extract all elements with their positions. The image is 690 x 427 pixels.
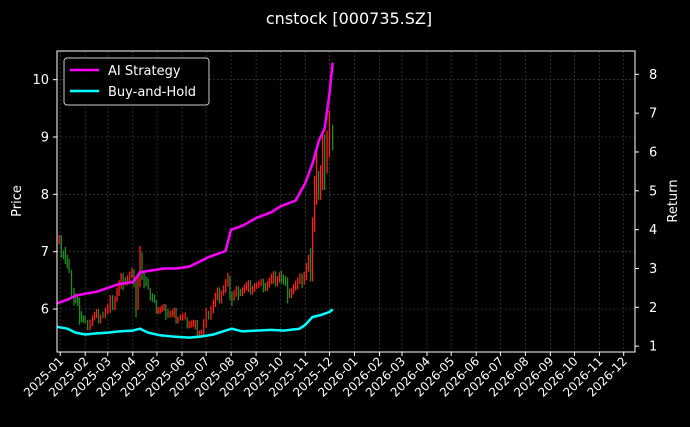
grid <box>57 51 635 352</box>
y-left-tick-label: 9 <box>41 131 49 146</box>
plot-frame <box>56 50 636 353</box>
y-right-tick-label: 7 <box>649 107 657 122</box>
legend: AI Strategy Buy-and-Hold <box>63 57 210 106</box>
y-right-tick-label: 5 <box>649 184 657 199</box>
price-series <box>58 110 334 338</box>
ai-strategy-line <box>56 62 334 305</box>
legend-label-buy-and-hold: Buy-and-Hold <box>108 85 196 100</box>
y-right-tick-label: 6 <box>649 145 657 160</box>
chart-title: cnstock [000735.SZ] <box>266 9 432 28</box>
y-axis-right: 1 2 3 4 5 6 7 8 <box>635 68 657 355</box>
y-left-tick-label: 8 <box>41 188 49 203</box>
legend-label-ai-strategy: AI Strategy <box>108 64 181 79</box>
y-left-tick-label: 6 <box>41 303 49 318</box>
y-right-tick-label: 8 <box>649 68 657 83</box>
y-left-tick-label: 10 <box>32 73 49 88</box>
y-left-tick-label: 7 <box>41 245 49 260</box>
y-axis-right-label: Return <box>666 179 681 222</box>
y-axis-left: 6 7 8 9 10 <box>32 73 57 318</box>
y-right-tick-label: 4 <box>649 223 657 238</box>
y-axis-left-label: Price <box>10 185 25 217</box>
y-right-tick-label: 3 <box>649 262 657 277</box>
buy-and-hold-line <box>56 308 334 339</box>
y-right-tick-label: 1 <box>649 340 657 355</box>
y-right-tick-label: 2 <box>649 301 657 316</box>
return-series <box>56 62 334 339</box>
legend-box <box>63 57 210 106</box>
